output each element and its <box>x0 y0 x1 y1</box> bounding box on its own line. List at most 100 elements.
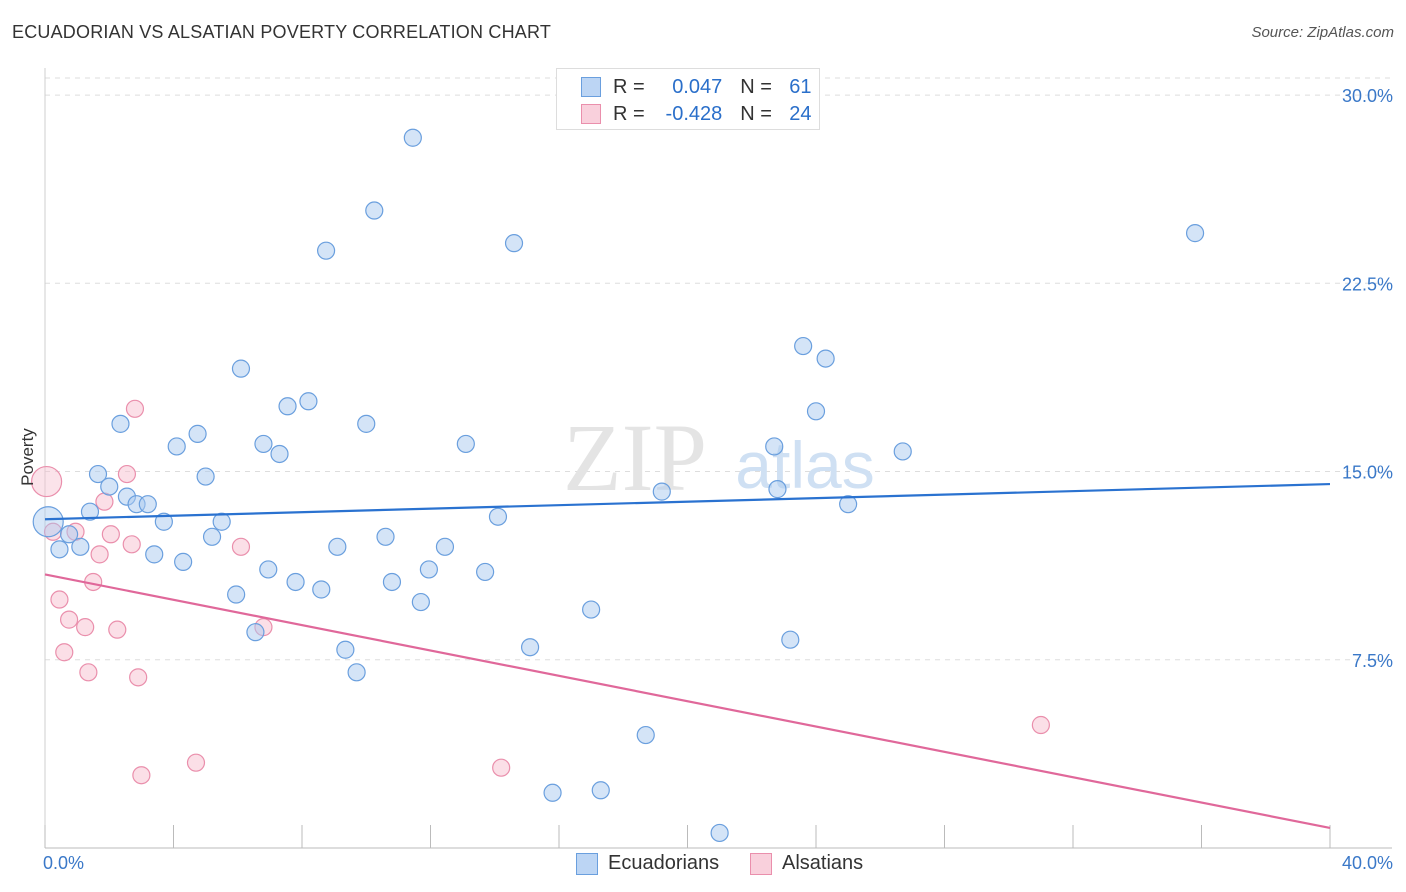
ecuadorian-point-1 <box>50 540 69 559</box>
ecuadorian-point-57 <box>816 349 835 368</box>
alsatian-point-9 <box>90 545 109 564</box>
alsatian-point-12 <box>108 620 127 639</box>
ecuadorian-point-18 <box>212 512 231 531</box>
ecuadorian-point-36 <box>382 572 402 592</box>
ecuadorian-point-58 <box>839 495 858 514</box>
n-value: 24 <box>789 102 812 125</box>
legend-item-ecuadorians[interactable]: Ecuadorians <box>576 852 719 875</box>
ecuadorian-point-5 <box>88 464 108 484</box>
alsatians-trendline <box>44 573 1331 830</box>
ecuadorian-point-21 <box>246 623 265 642</box>
ecuadorian-point-12 <box>154 512 173 531</box>
ecuadorian-point-43 <box>488 507 508 526</box>
source-label: Source: ZipAtlas.com <box>1251 24 1394 41</box>
y-tick-label-1: 15.0% <box>1342 463 1393 483</box>
ecuadorian-point-39 <box>419 560 438 579</box>
watermark-zip: ZIP <box>563 404 707 511</box>
alsatian-point-0 <box>31 465 63 498</box>
ecuadorian-point-23 <box>259 560 278 579</box>
ecuadorian-point-37 <box>403 128 422 147</box>
alsatian-point-13 <box>117 464 137 484</box>
alsatians-legend-swatch <box>750 852 772 875</box>
ecuadorian-point-40 <box>435 537 455 556</box>
ecuadorian-points <box>32 128 1205 843</box>
ecuadorian-point-34 <box>365 201 384 220</box>
x-axis-labels: 0.0% 40.0% <box>43 853 1393 873</box>
ecuadorian-point-20 <box>231 359 251 378</box>
ecuadorian-point-38 <box>411 592 430 612</box>
y-tick-label-0: 7.5% <box>1352 651 1393 671</box>
chart-title: ECUADORIAN VS ALSATIAN POVERTY CORRELATI… <box>12 22 552 42</box>
series-legend: Ecuadorians Alsatians <box>0 852 1406 878</box>
ecuadorian-point-56 <box>806 402 826 421</box>
ecuadorian-point-33 <box>357 414 376 433</box>
correlation-legend: R = 0.047 N = 61 R = -0.428 N = 24 <box>556 68 820 130</box>
alsatian-point-16 <box>129 668 148 687</box>
alsatian-point-10 <box>95 492 114 511</box>
r-value: -0.428 <box>665 102 723 125</box>
ecuadorian-point-26 <box>286 572 305 592</box>
ecuadorian-point-27 <box>299 392 318 411</box>
ecuadorian-point-51 <box>710 823 729 843</box>
ecuadorian-point-2 <box>59 525 79 544</box>
alsatian-point-22 <box>1031 715 1050 735</box>
alsatian-point-15 <box>125 399 145 418</box>
alsatian-point-3 <box>55 643 74 662</box>
ecuadorian-point-60 <box>1185 224 1205 243</box>
legend-item-alsatians[interactable]: Alsatians <box>750 852 863 875</box>
alsatian-point-17 <box>132 766 151 785</box>
ecuadorian-point-7 <box>111 414 130 433</box>
alsatian-point-18 <box>186 753 206 772</box>
ecuadorian-point-31 <box>336 640 355 659</box>
ecuadorian-point-55 <box>794 336 813 356</box>
ecuadorian-point-24 <box>270 444 289 464</box>
ecuadorians-legend-swatch <box>576 852 598 875</box>
legend-label-ecuadorians: Ecuadorians <box>608 852 720 874</box>
y-axis-title: Poverty <box>18 428 37 486</box>
alsatian-point-11 <box>101 525 120 544</box>
alsatian-points <box>31 399 1050 785</box>
ecuadorian-point-11 <box>145 545 164 564</box>
ecuadorians-swatch <box>581 77 601 97</box>
x-tick-label-min: 0.0% <box>43 853 84 873</box>
ecuadorian-point-22 <box>254 434 273 454</box>
ecuadorian-point-42 <box>476 562 495 582</box>
legend-label-alsatians: Alsatians <box>782 852 864 874</box>
ecuadorian-point-25 <box>278 397 297 416</box>
ecuadorian-point-28 <box>312 580 331 599</box>
alsatian-point-6 <box>76 618 95 637</box>
ecuadorian-point-52 <box>765 437 784 456</box>
ecuadorian-point-45 <box>520 638 540 657</box>
ecuadorian-point-10 <box>138 495 157 514</box>
ecuadorian-point-41 <box>456 434 475 454</box>
ecuadorian-point-17 <box>202 527 222 546</box>
alsatian-point-7 <box>79 663 98 682</box>
watermark-atlas: atlas <box>735 428 874 502</box>
ecuadorian-point-6 <box>100 477 119 496</box>
ecuadorian-point-16 <box>196 467 215 486</box>
ecuadorian-point-32 <box>347 663 366 682</box>
ecuadorian-point-14 <box>174 552 193 571</box>
ecuadorian-point-13 <box>167 437 186 456</box>
ecuadorian-point-29 <box>316 241 336 260</box>
ecuadorian-point-19 <box>227 585 246 604</box>
alsatians-swatch <box>581 104 601 124</box>
ecuadorian-point-50 <box>652 482 671 501</box>
ecuadorian-point-44 <box>504 234 524 253</box>
r-label: R = <box>613 75 645 98</box>
alsatian-point-14 <box>122 535 141 554</box>
ecuadorian-point-59 <box>893 442 912 461</box>
r-value: 0.047 <box>672 75 723 98</box>
n-value: 61 <box>789 75 812 98</box>
alsatian-point-21 <box>492 758 511 777</box>
alsatian-point-2 <box>50 590 69 609</box>
ecuadorian-point-46 <box>543 783 562 802</box>
ecuadorian-point-47 <box>582 600 601 619</box>
y-tick-label-3: 30.0% <box>1342 86 1393 106</box>
alsatian-point-4 <box>59 610 79 629</box>
ecuadorian-point-35 <box>376 527 395 546</box>
n-label: N = <box>740 102 772 125</box>
ecuadorian-point-15 <box>188 424 207 443</box>
n-label: N = <box>740 75 772 98</box>
